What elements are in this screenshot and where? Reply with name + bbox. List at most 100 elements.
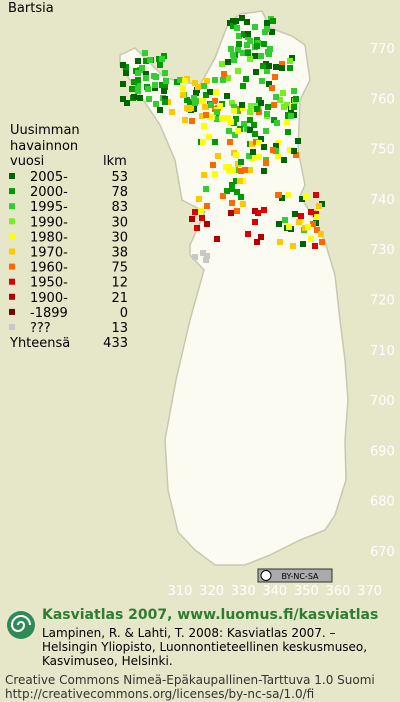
observation-square — [254, 43, 260, 49]
observation-square — [266, 63, 272, 69]
y-grid-label: 670 — [370, 545, 395, 560]
observation-square — [230, 167, 236, 173]
observation-square — [230, 52, 236, 58]
observation-square — [269, 85, 275, 91]
observation-square — [224, 188, 230, 194]
observation-square — [244, 42, 250, 48]
observation-square — [270, 18, 276, 24]
observation-square — [199, 215, 205, 221]
observation-square — [212, 139, 218, 145]
legend-swatch — [9, 308, 15, 315]
observation-square — [193, 98, 199, 104]
observation-square — [245, 231, 251, 237]
observation-square — [135, 58, 141, 64]
observation-square — [123, 70, 129, 76]
observation-square — [135, 77, 141, 83]
observation-square — [233, 18, 239, 24]
legend-total-label: Yhteensä — [9, 336, 70, 351]
observation-square — [300, 241, 306, 247]
legend-label: 1995- — [30, 200, 68, 215]
observation-square — [120, 62, 126, 68]
legend-label: -1899 — [30, 306, 68, 321]
observation-square — [208, 102, 214, 108]
observation-square — [265, 49, 271, 55]
observation-square — [263, 160, 269, 166]
observation-square — [252, 53, 258, 59]
observation-square — [194, 225, 200, 231]
observation-square — [139, 65, 145, 71]
legend-label: 1980- — [30, 230, 68, 245]
observation-square — [270, 147, 276, 153]
observation-square — [287, 58, 293, 64]
observation-square — [299, 196, 305, 202]
legend-count: 30 — [111, 215, 128, 230]
x-grid-label: 340 — [262, 584, 287, 599]
footer-heading: Kasviatlas 2007, www.luomus.fi/kasviatla… — [42, 607, 378, 623]
observation-square — [291, 88, 297, 94]
observation-square — [212, 77, 218, 83]
observation-square — [238, 194, 244, 200]
observation-square — [207, 89, 213, 95]
citation-line: Helsingin Yliopisto, Luonnontieteellinen… — [42, 640, 367, 654]
observation-square — [247, 38, 253, 44]
observation-square — [129, 86, 135, 92]
observation-square — [177, 77, 183, 83]
observation-square — [239, 15, 245, 21]
legend-label: ??? — [30, 321, 51, 336]
legend-count: 78 — [111, 185, 128, 200]
observation-square — [250, 149, 256, 155]
observation-square — [234, 25, 240, 31]
citation-line: Kasvimuseo, Helsinki. — [42, 654, 173, 668]
legend-label: 1950- — [30, 276, 68, 291]
observation-square — [285, 192, 291, 198]
observation-square — [256, 154, 262, 160]
observation-square — [135, 83, 141, 89]
observation-square — [293, 152, 299, 158]
observation-square — [219, 61, 225, 67]
y-grid-label: 760 — [370, 92, 395, 107]
y-grid-label: 770 — [370, 42, 395, 57]
observation-square — [275, 153, 281, 159]
observation-square — [143, 71, 149, 77]
observation-square — [239, 102, 245, 108]
legend-label: 1960- — [30, 261, 68, 276]
legend-swatch — [9, 324, 15, 330]
y-grid-label: 750 — [370, 143, 395, 158]
observation-square — [280, 90, 286, 96]
legend-count-heading: lkm — [103, 154, 127, 169]
observation-square — [161, 88, 167, 94]
observation-square — [282, 217, 288, 223]
observation-square — [269, 29, 275, 35]
observation-square — [153, 101, 159, 107]
observation-square — [287, 65, 293, 71]
observation-square — [313, 192, 319, 198]
observation-square — [240, 83, 246, 89]
observation-square — [187, 99, 193, 105]
observation-square — [135, 70, 141, 76]
observation-square — [292, 211, 298, 217]
legend-swatch — [9, 188, 15, 195]
observation-square — [137, 95, 143, 101]
observation-square — [215, 153, 221, 159]
observation-square — [225, 115, 231, 121]
license-line: http://creativecommons.org/licenses/by-n… — [5, 687, 314, 701]
observation-square — [247, 167, 253, 173]
observation-square — [254, 106, 260, 112]
observation-square — [226, 128, 232, 134]
observation-square — [169, 109, 175, 115]
observation-square — [192, 254, 198, 260]
legend-total: 433 — [103, 336, 128, 351]
observation-square — [264, 111, 270, 117]
observation-square — [219, 115, 225, 121]
observation-square — [199, 113, 205, 119]
observation-square — [240, 201, 246, 207]
observation-square — [258, 234, 264, 240]
observation-square — [204, 78, 210, 84]
observation-square — [247, 127, 253, 133]
observation-square — [241, 31, 247, 37]
observation-square — [262, 29, 268, 35]
observation-square — [225, 59, 231, 65]
y-grid-label: 730 — [370, 243, 395, 258]
observation-square — [303, 194, 309, 200]
